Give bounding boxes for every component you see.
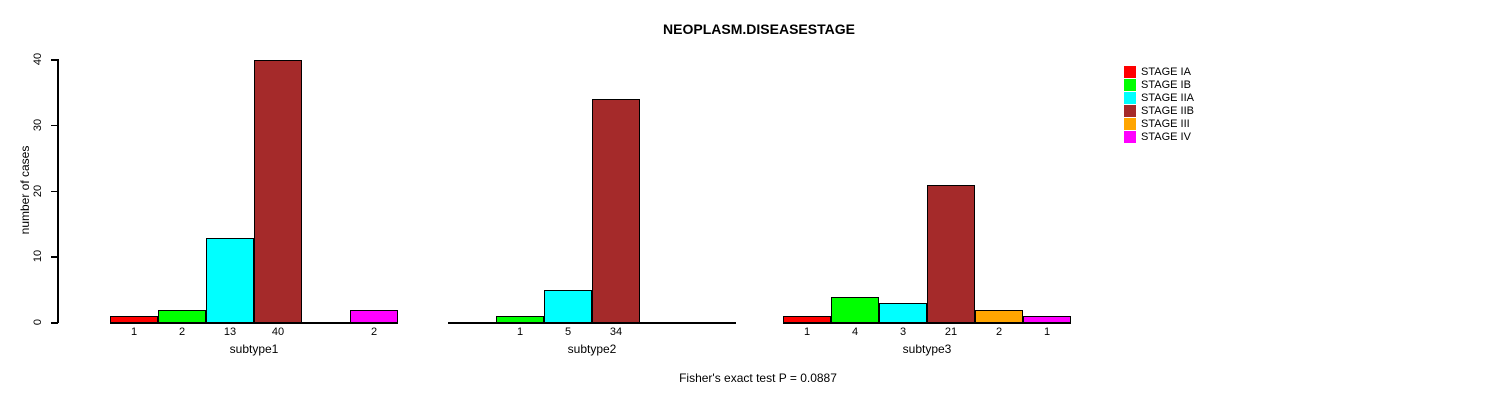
bar-stage-ia-subtype3 xyxy=(783,316,831,323)
bar-value-label: 13 xyxy=(223,326,237,338)
legend-label: STAGE IIB xyxy=(1141,105,1194,117)
pvalue-annotation: Fisher's exact test P = 0.0887 xyxy=(679,371,837,385)
y-tick-label: 20 xyxy=(32,184,44,197)
bar-stage-iia-subtype3 xyxy=(879,303,927,323)
legend-item-stage-ia: STAGE IA xyxy=(1124,66,1194,78)
bar-value-label: 4 xyxy=(851,326,859,338)
y-tick-mark xyxy=(51,190,58,192)
legend: STAGE IA STAGE IB STAGE IIA STAGE IIB STAGE … xyxy=(1124,66,1194,144)
legend-item-stage-ib: STAGE IB xyxy=(1124,79,1194,91)
legend-label: STAGE IIA xyxy=(1141,92,1194,104)
bar-stage-ia-subtype1 xyxy=(110,316,158,323)
chart-title: NEOPLASM.DISEASESTAGE xyxy=(663,21,855,37)
bar-stage-iib-subtype1 xyxy=(254,60,302,323)
bar-stage-iv-subtype1 xyxy=(350,310,398,323)
legend-swatch-stage-iii xyxy=(1124,118,1136,130)
bar-value-label: 21 xyxy=(944,326,958,338)
y-tick-mark xyxy=(51,322,58,324)
bar-stage-ib-subtype2 xyxy=(496,316,544,323)
bar-stage-iib-subtype2 xyxy=(592,99,640,323)
bar-value-label: 2 xyxy=(178,326,186,338)
y-tick-label: 10 xyxy=(32,250,44,263)
bar-value-label: 1 xyxy=(803,326,811,338)
legend-swatch-stage-iv xyxy=(1124,131,1136,143)
legend-item-stage-iib: STAGE IIB xyxy=(1124,105,1194,117)
legend-item-stage-iii: STAGE III xyxy=(1124,118,1194,130)
bar-value-label: 3 xyxy=(899,326,907,338)
legend-item-stage-iia: STAGE IIA xyxy=(1124,92,1194,104)
y-axis-title: number of cases xyxy=(18,145,32,235)
bar-value-label: 1 xyxy=(516,326,524,338)
legend-swatch-stage-ib xyxy=(1124,79,1136,91)
bar-stage-iv-subtype3 xyxy=(1023,316,1071,323)
y-tick-mark xyxy=(51,59,58,61)
bar-value-label: 5 xyxy=(564,326,572,338)
y-tick-label: 40 xyxy=(32,52,44,66)
y-tick-mark xyxy=(51,256,58,258)
bar-stage-iib-subtype3 xyxy=(927,185,975,323)
y-tick-label: 0 xyxy=(32,318,44,326)
y-tick-mark xyxy=(51,124,58,127)
legend-label: STAGE III xyxy=(1141,118,1190,130)
bar-stage-iii-subtype3 xyxy=(975,310,1023,323)
x-axis-category-label-subtype3: subtype3 xyxy=(902,342,952,356)
legend-swatch-stage-ia xyxy=(1124,66,1136,78)
y-tick-label: 30 xyxy=(32,118,44,131)
bar-value-label: 1 xyxy=(1043,326,1051,338)
bar-value-label: 40 xyxy=(271,326,285,338)
x-axis-category-label-subtype1: subtype1 xyxy=(229,342,279,356)
legend-swatch-stage-iia xyxy=(1124,92,1136,104)
bar-value-label: 1 xyxy=(130,326,138,338)
x-axis-category-label-subtype2: subtype2 xyxy=(567,342,617,356)
bar-stage-iia-subtype1 xyxy=(206,238,254,323)
legend-swatch-stage-iib xyxy=(1124,105,1136,117)
bar-value-label: 34 xyxy=(609,326,623,338)
legend-label: STAGE IA xyxy=(1141,66,1191,78)
legend-label: STAGE IB xyxy=(1141,79,1191,91)
bar-stage-ib-subtype3 xyxy=(831,297,879,323)
bar-value-label: 2 xyxy=(995,326,1003,338)
bar-stage-iia-subtype2 xyxy=(544,290,592,323)
legend-label: STAGE IV xyxy=(1141,131,1191,143)
bar-value-label: 2 xyxy=(370,326,378,338)
bar-stage-ib-subtype1 xyxy=(158,310,206,323)
legend-item-stage-iv: STAGE IV xyxy=(1124,131,1194,143)
